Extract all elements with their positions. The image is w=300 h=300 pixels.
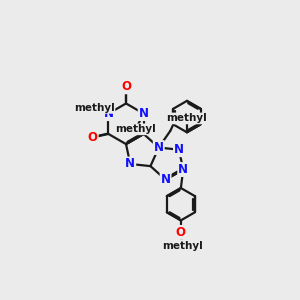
- Text: methyl: methyl: [167, 113, 207, 123]
- Text: N: N: [139, 107, 148, 120]
- Text: O: O: [88, 131, 98, 144]
- Text: methyl: methyl: [162, 241, 203, 251]
- Text: N: N: [160, 173, 171, 186]
- Text: N: N: [174, 143, 184, 156]
- Text: N: N: [154, 141, 164, 154]
- Text: methyl: methyl: [115, 124, 156, 134]
- Text: methyl: methyl: [74, 103, 115, 113]
- Text: N: N: [178, 163, 188, 176]
- Text: O: O: [121, 80, 131, 93]
- Text: O: O: [176, 226, 186, 239]
- Text: N: N: [103, 107, 113, 120]
- Text: N: N: [125, 158, 135, 170]
